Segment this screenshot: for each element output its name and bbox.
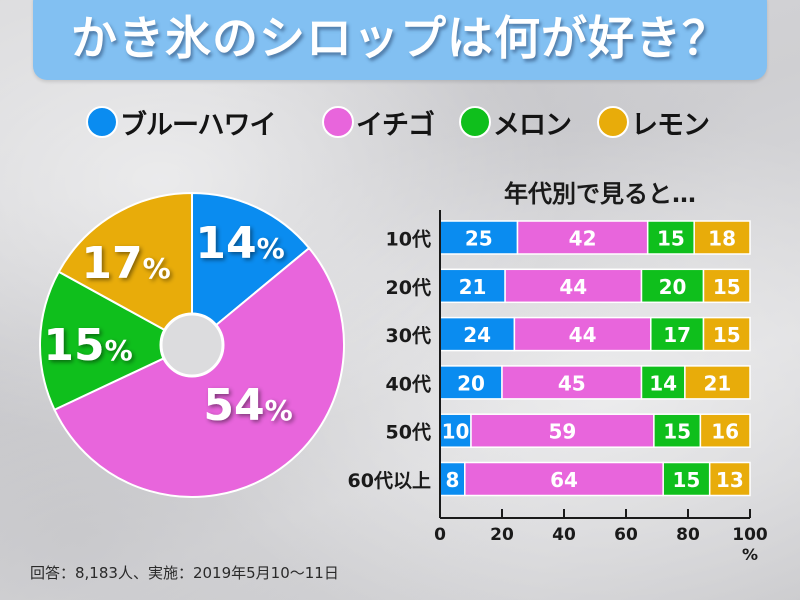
bar-value-label: 15 <box>673 468 701 492</box>
legend-label: ブルーハワイ <box>120 109 276 141</box>
pie-slice <box>191 191 311 348</box>
bar-value-label: 45 <box>558 371 586 395</box>
bar-value-label: 15 <box>713 275 741 299</box>
bar-value-label: 25 <box>465 227 493 251</box>
legend-label: レモン <box>631 109 710 141</box>
pie-slice-label: 54% <box>203 380 292 431</box>
bar-value-label: 21 <box>704 371 732 395</box>
bar-chart-title: 年代別で見ると… <box>504 180 696 208</box>
pie-slice <box>57 191 193 347</box>
bar-segment <box>699 413 751 448</box>
bar-value-label: 42 <box>569 227 597 251</box>
category-label: 60代以上 <box>348 470 431 492</box>
category-label: 20代 <box>386 277 431 299</box>
bar-segment <box>708 461 751 497</box>
bar-segment <box>702 268 751 304</box>
bar-value-label: 18 <box>708 227 736 251</box>
bar-segment <box>693 220 751 255</box>
legend-item-lemon: レモン <box>597 104 710 141</box>
pie-slice <box>39 270 195 412</box>
bar-value-label: 8 <box>445 468 459 492</box>
bar-value-label: 16 <box>711 420 739 444</box>
page-title: かき氷のシロップは何が好き？ <box>71 11 729 65</box>
pie-slice-label: 14% <box>195 218 284 269</box>
bar-segment <box>464 461 664 497</box>
bar-segment <box>702 316 751 352</box>
legend-item-bluehawaii: ブルーハワイ <box>86 104 276 141</box>
legend-swatch-icon <box>459 106 491 138</box>
bar-segment <box>470 413 655 448</box>
bar-value-label: 15 <box>713 323 741 347</box>
bar-value-label: 44 <box>569 323 597 347</box>
category-label: 30代 <box>386 325 431 347</box>
legend-item-strawberry: イチゴ <box>322 104 435 141</box>
x-tick-label: 100 <box>732 525 768 545</box>
pie-slice-label: 17% <box>81 238 170 289</box>
x-tick-label: 60 <box>614 525 638 545</box>
legend-swatch-icon <box>597 106 629 138</box>
bar-segment <box>513 316 652 352</box>
legend-swatch-icon <box>86 106 118 138</box>
title-banner: かき氷のシロップは何が好き？ <box>33 0 767 80</box>
bar-value-label: 64 <box>550 468 578 492</box>
bar-value-label: 14 <box>649 371 677 395</box>
pie-center-hole <box>159 312 225 378</box>
bar-segment <box>653 413 702 448</box>
bar-segment <box>684 365 751 400</box>
bar-value-label: 15 <box>657 227 685 251</box>
x-axis-unit-label: % <box>742 545 758 564</box>
x-tick-label: 20 <box>490 525 514 545</box>
footnote: 回答：8,183人、実施：2019年5月10～11日 <box>30 564 339 582</box>
legend: ブルーハワイ イチゴ メロン レモン <box>0 104 800 141</box>
bar-value-label: 21 <box>459 275 487 299</box>
bar-value-label: 24 <box>463 323 491 347</box>
bar-segment <box>640 268 705 304</box>
x-tick-label: 80 <box>676 525 700 545</box>
pie-slice-label: 15% <box>43 320 132 371</box>
bar-value-label: 44 <box>559 275 587 299</box>
bar-value-label: 17 <box>663 323 691 347</box>
bar-value-label: 20 <box>659 275 687 299</box>
x-tick-label: 40 <box>552 525 576 545</box>
category-label: 10代 <box>386 229 431 251</box>
bar-value-label: 13 <box>716 468 744 492</box>
bar-segment <box>501 365 643 400</box>
bar-value-label: 59 <box>549 420 577 444</box>
x-tick-label: 0 <box>434 525 446 545</box>
legend-item-melon: メロン <box>459 104 572 141</box>
legend-label: メロン <box>493 109 572 141</box>
category-label: 50代 <box>386 422 431 444</box>
bar-value-label: 15 <box>663 420 691 444</box>
category-label: 40代 <box>386 373 431 395</box>
bar-segment <box>646 220 695 255</box>
bar-value-label: 10 <box>442 420 470 444</box>
legend-label: イチゴ <box>356 109 435 141</box>
legend-swatch-icon <box>322 106 354 138</box>
bar-segment <box>504 268 643 304</box>
bar-value-label: 20 <box>457 371 485 395</box>
bar-segment <box>516 220 649 255</box>
